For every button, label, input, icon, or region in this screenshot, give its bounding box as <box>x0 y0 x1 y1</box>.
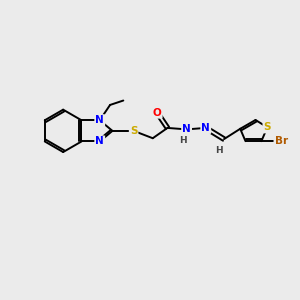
Text: O: O <box>153 108 161 118</box>
Text: S: S <box>263 122 271 132</box>
Text: H: H <box>215 146 223 155</box>
Text: N: N <box>95 136 104 146</box>
Text: S: S <box>130 126 137 136</box>
Text: H: H <box>179 136 187 145</box>
Text: Br: Br <box>274 136 288 146</box>
Text: N: N <box>95 115 104 125</box>
Text: N: N <box>201 123 210 133</box>
Text: N: N <box>182 124 191 134</box>
